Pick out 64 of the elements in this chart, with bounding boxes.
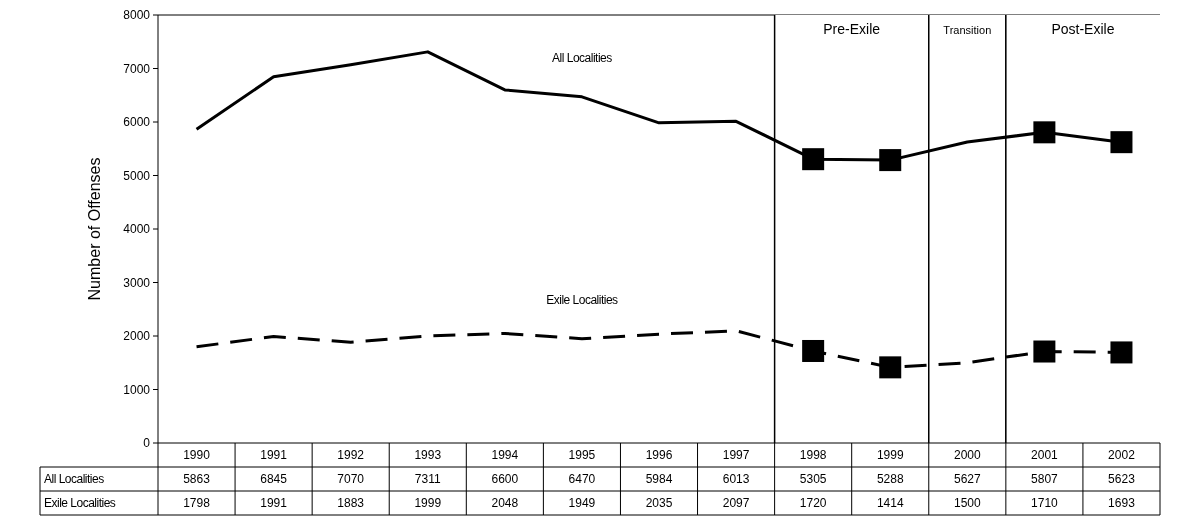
text: All Localities xyxy=(552,50,613,65)
x-tick-label: 1995 xyxy=(568,448,596,463)
data-label: 1693 xyxy=(1108,496,1136,511)
x-tick-label: 2002 xyxy=(1108,448,1136,463)
x-tick-label: 1998 xyxy=(799,448,827,463)
data-label: 5807 xyxy=(1031,472,1059,487)
band-label: Post-Exile xyxy=(1051,21,1115,37)
point xyxy=(879,356,902,379)
data-label: 5623 xyxy=(1108,472,1136,487)
y-tick-label: 1000 xyxy=(123,382,151,397)
y-tick-label: 3000 xyxy=(123,275,151,290)
data-label: 5305 xyxy=(799,472,827,487)
x-tick-label: 1992 xyxy=(337,448,365,463)
y-tick-label: 2000 xyxy=(123,329,151,344)
x-tick-label: 1997 xyxy=(722,448,750,463)
data-label: 1500 xyxy=(953,496,981,511)
data-label: 1949 xyxy=(568,496,596,511)
data-label: 5863 xyxy=(183,472,211,487)
text: All Localities xyxy=(44,472,104,487)
data-label: 2035 xyxy=(645,496,673,511)
x-tick-label: 2001 xyxy=(1031,448,1059,463)
y-tick-label: 0 xyxy=(143,436,151,451)
data-label: 5984 xyxy=(645,472,673,487)
data-label: 1798 xyxy=(183,496,211,511)
band-label: Pre-Exile xyxy=(823,21,881,37)
point xyxy=(1033,340,1056,363)
data-label: 5288 xyxy=(876,472,904,487)
data-label: 1710 xyxy=(1031,496,1059,511)
data-label: 6845 xyxy=(260,472,288,487)
y-axis-title: Number of Offenses xyxy=(86,157,103,301)
point xyxy=(1110,341,1133,364)
text: Exile Localities xyxy=(44,496,116,511)
data-label: 1999 xyxy=(414,496,442,511)
y-tick-label: 8000 xyxy=(123,8,151,23)
x-tick-label: 2000 xyxy=(953,448,981,463)
point xyxy=(802,148,825,171)
data-label: 2097 xyxy=(722,496,750,511)
x-tick-label: 1991 xyxy=(260,448,288,463)
data-label: 1883 xyxy=(337,496,365,511)
data-label: 6470 xyxy=(568,472,596,487)
data-label: 6013 xyxy=(722,472,750,487)
band-label: Transition xyxy=(943,24,992,36)
data-label: 1414 xyxy=(876,496,904,511)
y-tick-label: 6000 xyxy=(123,115,151,130)
point xyxy=(1110,131,1133,154)
data-label: 7311 xyxy=(414,472,441,487)
text: Exile Localities xyxy=(546,292,619,307)
point xyxy=(802,339,825,362)
data-label: 2048 xyxy=(491,496,519,511)
x-tick-label: 1990 xyxy=(183,448,211,463)
y-tick-label: 4000 xyxy=(123,222,151,237)
x-tick-label: 1999 xyxy=(876,448,904,463)
y-tick-label: 5000 xyxy=(123,168,151,183)
data-label: 1720 xyxy=(799,496,827,511)
point xyxy=(879,149,902,172)
data-label: 5627 xyxy=(953,472,981,487)
x-tick-label: 1996 xyxy=(645,448,673,463)
data-label: 6600 xyxy=(491,472,519,487)
point xyxy=(1033,121,1056,144)
data-label: 1991 xyxy=(260,496,288,511)
y-tick-label: 7000 xyxy=(123,61,151,76)
x-tick-label: 1994 xyxy=(491,448,519,463)
data-label: 7070 xyxy=(337,472,365,487)
x-tick-label: 1993 xyxy=(414,448,442,463)
